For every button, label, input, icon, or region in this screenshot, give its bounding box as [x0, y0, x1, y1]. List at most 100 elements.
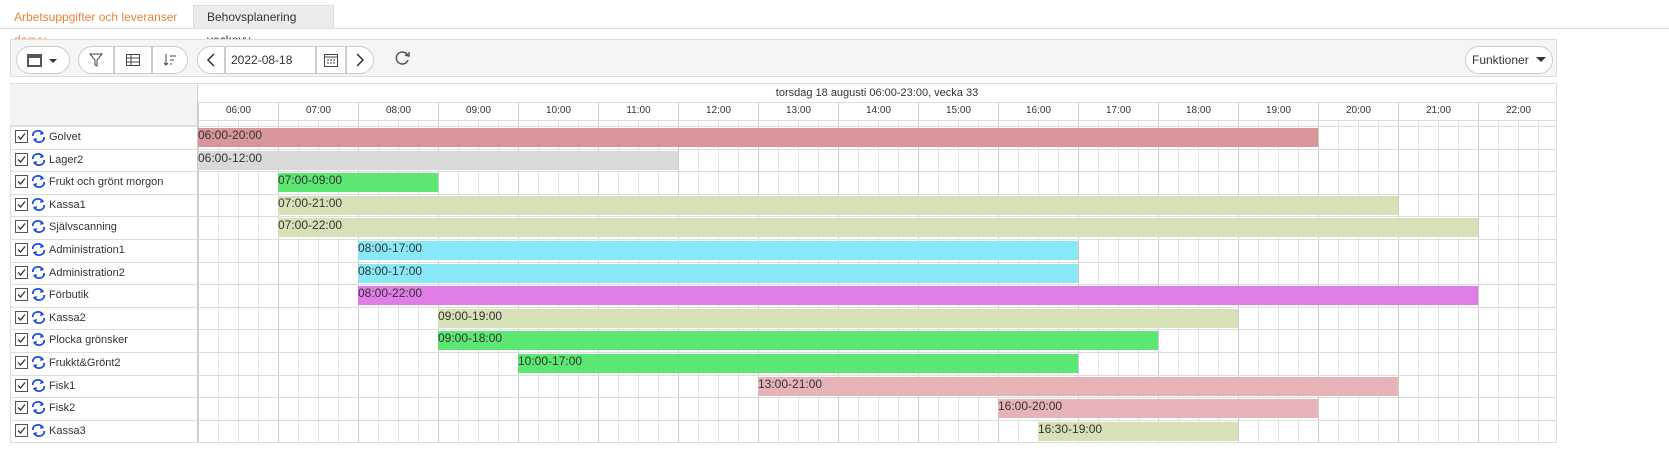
left-col-border [197, 84, 198, 443]
functions-button[interactable]: Funktioner [1465, 46, 1553, 74]
row-name: Självscanning [49, 221, 117, 234]
date-input[interactable]: 2022-08-18 [225, 46, 316, 74]
checkbox[interactable] [15, 423, 28, 440]
checkbox[interactable] [15, 265, 28, 282]
shift-bar[interactable]: 16:00-20:00 [998, 399, 1318, 419]
shift-bar[interactable]: 07:00-21:00 [278, 195, 1398, 215]
quarter-line [1538, 120, 1539, 443]
row-name: Administration1 [49, 244, 125, 256]
hour-line [278, 102, 279, 443]
checkbox[interactable] [15, 310, 28, 327]
sync-icon[interactable] [31, 265, 46, 283]
hour-label: 14:00 [838, 102, 918, 120]
row-name: Lager2 [49, 153, 84, 166]
sync-icon[interactable] [31, 174, 46, 192]
shift-bar[interactable]: 10:00-17:00 [518, 354, 1078, 373]
sync-icon[interactable] [31, 152, 46, 170]
quarter-line [1358, 120, 1359, 443]
shift-bar[interactable]: 16:30-19:00 [1038, 421, 1238, 441]
sync-icon[interactable] [31, 400, 46, 418]
row-name: Fisk1 [49, 379, 76, 392]
shift-bar[interactable]: 09:00-18:00 [438, 331, 1158, 351]
hour-line [1398, 102, 1399, 443]
hour-label: 11:00 [598, 102, 678, 120]
row-name: Golvet [49, 131, 81, 143]
date-picker-button[interactable] [316, 46, 346, 74]
sync-icon[interactable] [31, 219, 46, 237]
functions-label[interactable]: Funktioner [1472, 53, 1529, 67]
shift-bar[interactable]: 07:00-09:00 [278, 173, 438, 193]
quarter-line [1518, 120, 1519, 443]
quarter-line [1298, 120, 1299, 443]
row-name: Kassa3 [49, 424, 86, 437]
next-button[interactable] [346, 46, 374, 74]
tab[interactable]: Arbetsuppgifter och leveranser dagvy [0, 5, 193, 47]
quarter-line [1178, 120, 1179, 443]
shift-bar[interactable]: 08:00-17:00 [358, 263, 1078, 283]
shift-bar[interactable]: 13:00-21:00 [758, 376, 1398, 396]
checkbox[interactable] [15, 175, 28, 191]
shift-bar[interactable]: 06:00-20:00 [198, 128, 1318, 147]
row [10, 193, 1556, 217]
hour-label: 13:00 [758, 102, 838, 120]
row [10, 306, 1556, 330]
prev-button[interactable] [197, 46, 225, 74]
row [10, 216, 1556, 239]
hour-line [1238, 102, 1239, 443]
filter-button[interactable] [78, 46, 114, 74]
hour-label: 09:00 [438, 102, 518, 120]
row-name: Administration2 [49, 266, 125, 279]
shift-bar[interactable]: 07:00-22:00 [278, 218, 1478, 238]
row-name: Frukt och grönt morgon [49, 176, 164, 189]
shift-bar[interactable]: 06:00-12:00 [198, 150, 678, 170]
sync-icon[interactable] [31, 197, 46, 215]
hour-label: 16:00 [998, 102, 1078, 120]
checkbox[interactable] [15, 378, 28, 395]
sync-icon[interactable] [31, 332, 46, 350]
sync-icon[interactable] [31, 355, 46, 373]
row [10, 374, 1556, 398]
table-button[interactable] [114, 46, 152, 74]
shift-bar[interactable]: 09:00-19:00 [438, 308, 1238, 328]
quarter-line [1278, 120, 1279, 443]
checkbox[interactable] [15, 220, 28, 236]
hour-label: 12:00 [678, 102, 758, 120]
row [10, 329, 1556, 352]
quarter-line [1198, 120, 1199, 443]
sync-icon[interactable] [31, 129, 46, 147]
hour-label: 10:00 [518, 102, 598, 120]
sync-icon[interactable] [31, 378, 46, 396]
checkbox[interactable] [15, 401, 28, 417]
sync-icon[interactable] [31, 287, 46, 305]
checkbox[interactable] [15, 288, 28, 304]
checkbox[interactable] [15, 130, 28, 146]
checkbox[interactable] [15, 197, 28, 214]
checkbox[interactable] [15, 152, 28, 169]
row [10, 126, 1556, 149]
calendar-view-button[interactable] [16, 46, 70, 74]
checkbox[interactable] [15, 356, 28, 372]
hour-label: 08:00 [358, 102, 438, 120]
hour-line [1478, 102, 1479, 443]
checkbox[interactable] [15, 243, 28, 259]
checkbox[interactable] [15, 333, 28, 349]
row [10, 261, 1556, 285]
shift-bar[interactable]: 08:00-17:00 [358, 241, 1078, 260]
sync-icon[interactable] [31, 242, 46, 260]
sync-icon[interactable] [31, 310, 46, 328]
quarter-line [1498, 120, 1499, 443]
hour-line [1318, 102, 1319, 443]
row-name: Fisk2 [49, 402, 76, 415]
sync-icon[interactable] [31, 423, 46, 441]
schedule-grid [10, 83, 1557, 443]
hour-label: 19:00 [1238, 102, 1318, 120]
tab-line [0, 28, 1669, 29]
sort-button[interactable] [152, 46, 188, 74]
shift-bar[interactable]: 08:00-22:00 [358, 286, 1478, 306]
refresh-button[interactable] [395, 50, 411, 69]
tab[interactable]: Behovsplanering veckovy [193, 5, 334, 47]
quarter-line [298, 120, 299, 443]
row [10, 419, 1556, 443]
quarter-line [238, 120, 239, 443]
hour-line [198, 102, 199, 443]
